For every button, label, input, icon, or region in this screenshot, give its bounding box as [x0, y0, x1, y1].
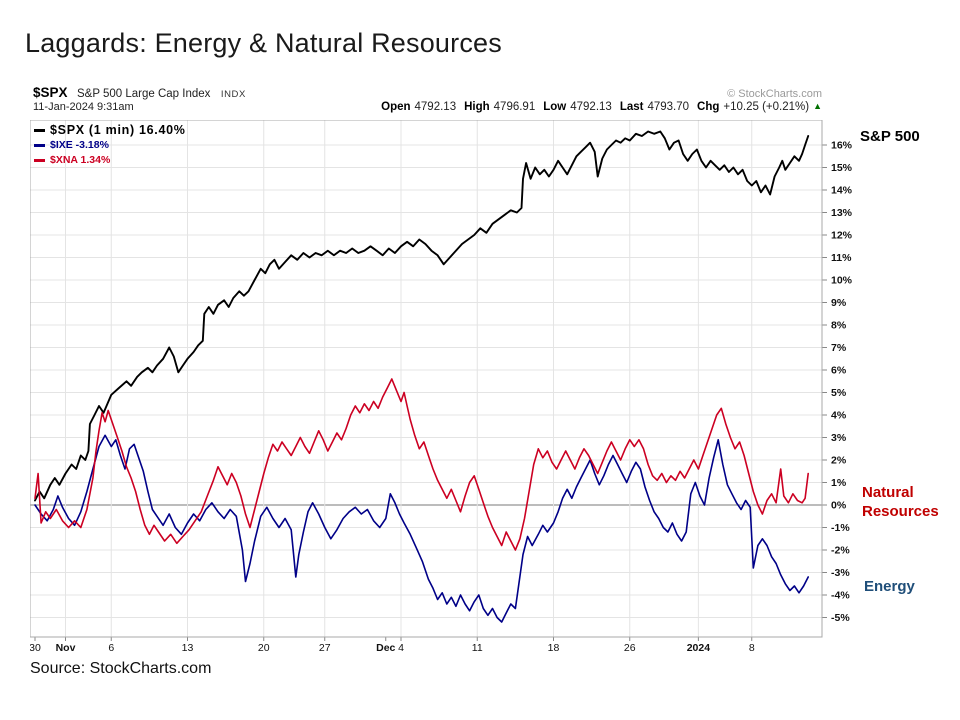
y-axis-label: 4%	[831, 410, 847, 422]
x-axis-label: Dec	[376, 642, 395, 654]
chart-header-row: $SPX S&P 500 Large Cap Index INDX © Stoc…	[33, 84, 822, 102]
legend-swatch-icon	[34, 158, 45, 162]
y-axis-label: 5%	[831, 387, 847, 399]
y-axis-label: 15%	[831, 162, 853, 174]
legend-label: $IXE -3.18%	[50, 139, 109, 151]
quote-label: Last	[619, 101, 644, 113]
legend-label: $XNA 1.34%	[50, 154, 111, 166]
legend-label: $SPX (1 min) 16.40%	[50, 123, 186, 137]
x-axis-label: 4	[398, 642, 404, 654]
ticker-symbol: $SPX	[33, 85, 68, 100]
quote-datetime: 11-Jan-2024 9:31am	[33, 101, 134, 113]
quote-bar: Open 4792.13 High 4796.91 Low 4792.13 Last 4793…	[381, 101, 822, 113]
plot-area: -5% -4% -3% -2% -1% 0% 1% 2% 3% 4% 5% 6% 7% 8% 9% 10% 11…	[30, 120, 853, 654]
x-axis-label: 13	[182, 642, 194, 654]
y-axis-label: 3%	[831, 432, 847, 444]
y-axis-label: 2%	[831, 455, 847, 467]
x-axis-label: Nov	[56, 642, 76, 654]
x-axis-label: 26	[624, 642, 636, 654]
legend-item: $SPX (1 min) 16.40%	[34, 123, 186, 137]
y-axis-label: 7%	[831, 342, 847, 354]
quote-label: High	[464, 101, 490, 113]
y-axis-label: 12%	[831, 230, 853, 242]
legend: $SPX (1 min) 16.40% $IXE -3.18% $XNA 1.34%	[34, 123, 186, 168]
quote-value: 4793.70	[647, 101, 690, 113]
source-credit: Source: StockCharts.com	[30, 660, 212, 677]
plot-border	[30, 120, 823, 638]
y-axis-label: 9%	[831, 297, 847, 309]
y-axis-label: 16%	[831, 140, 853, 152]
quote-value: 4792.13	[570, 101, 612, 113]
quote-label: Low	[543, 101, 567, 113]
ticker-name: S&P 500 Large Cap Index	[76, 88, 211, 100]
y-axis-label: 13%	[831, 207, 853, 219]
stockcharts-copyright: © StockCharts.com	[727, 88, 822, 100]
y-axis-label: 11%	[831, 252, 852, 264]
ticker-line: $SPX S&P 500 Large Cap Index INDX	[33, 84, 246, 102]
x-axis-label: 27	[319, 642, 331, 654]
annotation-natural-resources: Natural Resources	[862, 484, 939, 520]
y-axis-label: 10%	[831, 275, 853, 287]
quote-label: Chg	[697, 101, 720, 113]
annotation-energy: Energy	[864, 578, 915, 595]
page-title: Laggards: Energy & Natural Resources	[25, 28, 502, 58]
legend-item: $IXE -3.18%	[34, 138, 186, 152]
series-line-XNA	[34, 378, 810, 551]
y-axis-label: 0%	[831, 500, 847, 512]
annotation-sp500: S&P 500	[860, 128, 920, 145]
y-axis-label: -5%	[831, 612, 850, 624]
y-axis-label: 14%	[831, 185, 853, 197]
legend-swatch-icon	[34, 128, 45, 132]
x-axis-label: 2024	[687, 642, 711, 654]
legend-item: $XNA 1.34%	[34, 153, 186, 167]
x-axis-label: 6	[108, 642, 114, 654]
series-line-SPX	[34, 130, 810, 502]
quote-value: 4792.13	[414, 101, 457, 113]
y-axis-label: 8%	[831, 320, 847, 332]
up-triangle-icon: ▲	[813, 101, 822, 111]
y-axis-label: -4%	[831, 590, 850, 602]
x-axis-label: 18	[548, 642, 560, 654]
x-axis-label: 30	[30, 642, 41, 654]
y-axis-label: -3%	[831, 567, 850, 579]
x-axis-label: 8	[749, 642, 755, 654]
x-axis-label: 20	[258, 642, 270, 654]
quote-label: Open	[381, 101, 411, 113]
series-line-IXE	[34, 434, 810, 623]
legend-swatch-icon	[34, 143, 45, 147]
y-axis-label: -2%	[831, 545, 850, 557]
y-axis-label: 1%	[831, 477, 847, 489]
x-axis-label: 11	[472, 642, 483, 654]
y-axis-label: 6%	[831, 365, 847, 377]
ticker-exchange: INDX	[220, 89, 246, 100]
quote-row: 11-Jan-2024 9:31am Open 4792.13 High 4796.9…	[33, 101, 822, 113]
quote-value: 4796.91	[493, 101, 536, 113]
quote-value: +10.25 (+0.21%)	[723, 101, 810, 113]
y-axis-label: -1%	[831, 522, 850, 534]
